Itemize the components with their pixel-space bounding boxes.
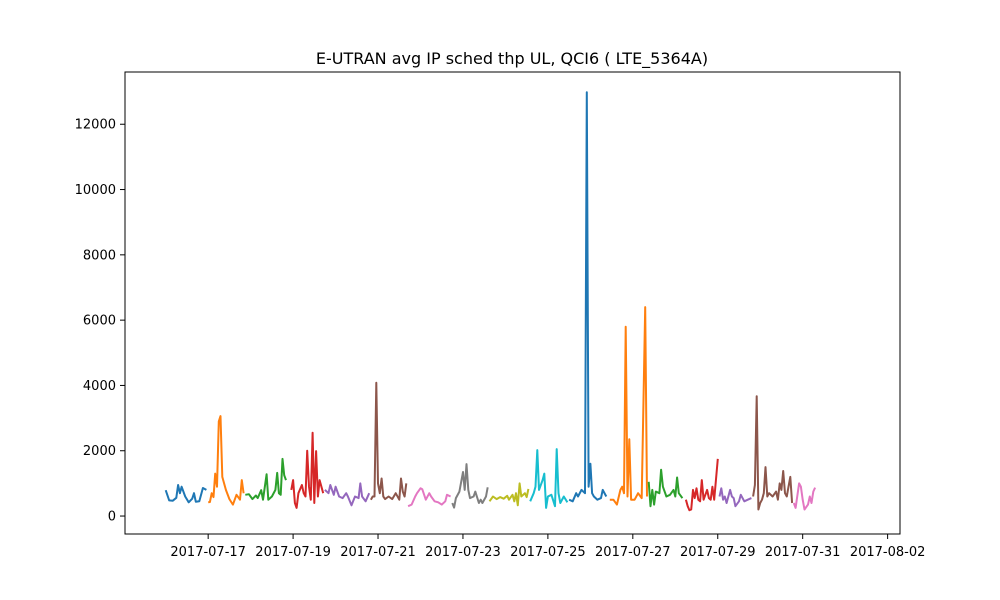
series-line-5 [324, 482, 371, 507]
series-line-6 [370, 381, 408, 501]
y-tick-label: 6000 [83, 314, 116, 329]
series-line-11 [568, 91, 608, 503]
y-axis-ticks: 0 2000 4000 6000 8000 10000 12000 [75, 118, 125, 525]
plot-frame [124, 71, 901, 535]
x-tick-label: 2017-07-23 [425, 545, 501, 560]
x-axis-ticks: 2017-07-17 2017-07-19 2017-07-21 2017-07-23… [170, 534, 925, 560]
x-tick-label: 2017-07-27 [595, 545, 671, 560]
y-tick-label: 12000 [75, 118, 116, 133]
x-tick-label: 2017-07-21 [340, 545, 416, 560]
chart-title: E-UTRAN avg IP sched thp UL, QCI6 ( LTE_… [316, 49, 708, 69]
y-tick-label: 8000 [83, 248, 116, 263]
x-tick-label: 2017-07-19 [255, 545, 331, 560]
y-tick-label: 10000 [75, 183, 116, 198]
series-line-4 [290, 431, 325, 509]
series-line-1 [164, 484, 207, 504]
series-line-14 [684, 458, 719, 512]
series-line-13 [647, 468, 684, 508]
series-line-10 [529, 448, 569, 509]
series-line-2 [208, 415, 245, 506]
x-tick-label: 2017-07-17 [170, 545, 246, 560]
series-line-17 [792, 482, 817, 511]
x-tick-label: 2017-07-29 [680, 545, 756, 560]
x-tick-label: 2017-07-25 [510, 545, 586, 560]
axes-layer [124, 71, 901, 535]
x-tick-label: 2017-07-31 [765, 545, 841, 560]
series-line-16 [752, 395, 794, 511]
series-line-12 [609, 306, 648, 506]
series-line-9 [488, 482, 530, 507]
x-tick-label: 2017-08-02 [850, 545, 926, 560]
y-tick-label: 4000 [83, 379, 116, 394]
y-tick-label: 0 [108, 510, 116, 525]
series-line-8 [451, 463, 489, 509]
y-tick-label: 2000 [83, 444, 116, 459]
series-line-3 [245, 457, 287, 501]
series-line-7 [407, 487, 452, 508]
series-line-15 [718, 487, 752, 508]
series-layer [164, 91, 817, 512]
